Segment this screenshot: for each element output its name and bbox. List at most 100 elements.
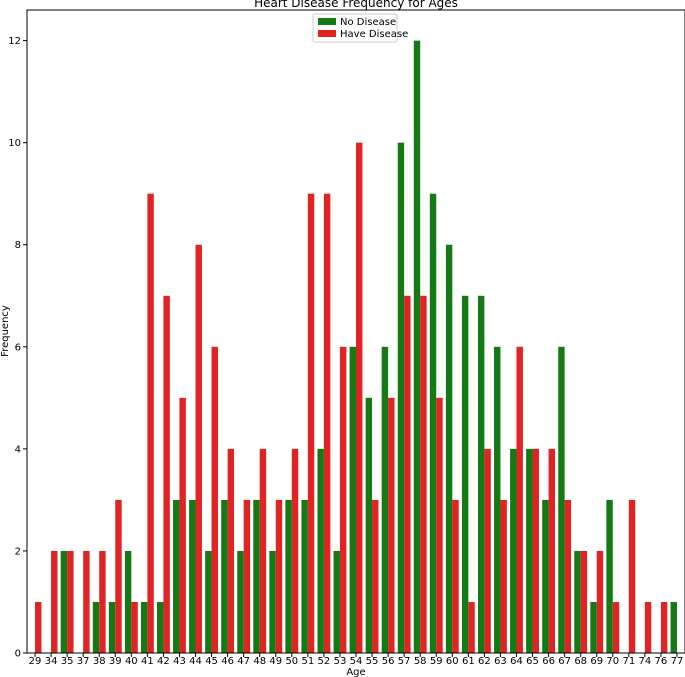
y-axis: 0 2 4 6 8 10 12 xyxy=(8,36,27,660)
x-tick-label: 41 xyxy=(141,656,154,667)
bar-have-disease-age-52 xyxy=(323,193,331,653)
x-tick-label: 70 xyxy=(606,656,619,667)
bar-no-disease-age-56 xyxy=(381,346,389,653)
x-tick-label: 35 xyxy=(61,656,74,667)
bar-have-disease-age-51 xyxy=(307,193,315,653)
x-tick-label: 38 xyxy=(93,656,106,667)
x-tick-label: 51 xyxy=(301,656,314,667)
x-tick-label: 52 xyxy=(318,656,331,667)
bar-have-disease-age-49 xyxy=(275,499,283,653)
bar-have-disease-age-46 xyxy=(227,448,235,653)
bar-have-disease-age-56 xyxy=(388,397,395,653)
bar-no-disease-age-50 xyxy=(285,499,292,653)
bar-no-disease-age-64 xyxy=(510,448,517,653)
bar-no-disease-age-77 xyxy=(670,601,677,653)
x-tick-label: 29 xyxy=(29,656,42,667)
x-tick-label: 42 xyxy=(157,656,170,667)
x-tick-label: 60 xyxy=(446,656,459,667)
y-tick-label: 6 xyxy=(15,342,21,353)
y-tick-label: 10 xyxy=(8,138,21,149)
bar-have-disease-age-48 xyxy=(259,448,267,653)
x-tick-label: 69 xyxy=(590,656,603,667)
bar-no-disease-age-68 xyxy=(574,550,581,653)
x-axis-title: Age xyxy=(346,667,365,677)
bar-have-disease-age-41 xyxy=(147,193,154,653)
x-tick-label: 43 xyxy=(173,656,186,667)
x-tick-label: 67 xyxy=(558,656,571,667)
bar-no-disease-age-62 xyxy=(477,295,485,653)
x-tick-label: 71 xyxy=(622,656,635,667)
bar-no-disease-age-45 xyxy=(205,550,212,653)
x-tick-label: 53 xyxy=(334,656,347,667)
bar-no-disease-age-66 xyxy=(542,499,549,653)
x-tick-label: 62 xyxy=(478,656,491,667)
bar-have-disease-age-42 xyxy=(163,295,170,653)
bar-have-disease-age-38 xyxy=(99,550,106,653)
x-tick-label: 34 xyxy=(45,656,58,667)
bar-no-disease-age-59 xyxy=(429,193,437,653)
bar-have-disease-age-45 xyxy=(211,346,218,653)
bar-have-disease-age-70 xyxy=(612,601,620,653)
bar-no-disease-age-44 xyxy=(189,499,196,653)
x-tick-label: 77 xyxy=(671,656,684,667)
x-tick-label: 64 xyxy=(510,656,523,667)
bar-no-disease-age-63 xyxy=(494,346,501,653)
bar-have-disease-age-50 xyxy=(291,448,299,653)
bar-no-disease-age-55 xyxy=(365,397,373,653)
bar-have-disease-age-44 xyxy=(195,244,202,653)
bar-have-disease-age-35 xyxy=(67,550,74,653)
bar-no-disease-age-61 xyxy=(461,295,469,653)
bar-have-disease-age-47 xyxy=(243,499,251,653)
chart-title: Heart Disease Frequency for Ages xyxy=(254,0,458,10)
x-tick-label: 63 xyxy=(494,656,507,667)
y-axis-title: Frequency xyxy=(0,305,11,357)
x-tick-label: 37 xyxy=(77,656,90,667)
bar-no-disease-age-54 xyxy=(349,346,356,653)
bar-no-disease-age-35 xyxy=(60,550,68,653)
bar-no-disease-age-67 xyxy=(558,346,565,653)
bar-no-disease-age-43 xyxy=(173,499,180,653)
bar-no-disease-age-39 xyxy=(108,601,116,653)
bar-have-disease-age-74 xyxy=(644,601,652,653)
bar-have-disease-age-65 xyxy=(532,448,539,653)
bar-have-disease-age-40 xyxy=(131,601,138,653)
bar-have-disease-age-57 xyxy=(404,295,411,653)
x-tick-label: 66 xyxy=(542,656,555,667)
bar-have-disease-age-39 xyxy=(115,499,122,653)
x-tick-label: 46 xyxy=(221,656,234,667)
bar-have-disease-age-69 xyxy=(596,550,604,653)
bar-have-disease-age-76 xyxy=(660,601,668,653)
bar-have-disease-age-29 xyxy=(35,601,42,653)
bar-have-disease-age-67 xyxy=(564,499,572,653)
bar-have-disease-age-60 xyxy=(452,499,459,653)
bar-have-disease-age-68 xyxy=(580,550,588,653)
x-tick-label: 59 xyxy=(430,656,443,667)
x-tick-label: 68 xyxy=(574,656,587,667)
bar-have-disease-age-58 xyxy=(420,295,427,653)
bar-no-disease-age-47 xyxy=(237,550,244,653)
bar-no-disease-age-46 xyxy=(221,499,228,653)
bar-have-disease-age-62 xyxy=(484,448,491,653)
y-tick-label: 8 xyxy=(15,240,21,251)
x-tick-label: 74 xyxy=(639,656,652,667)
bar-have-disease-age-37 xyxy=(83,550,90,653)
x-axis: 29 34 35 37 38 39 40 41 42 43 44 45 46 47 48 49 50 51 52 53… xyxy=(29,653,684,667)
x-tick-label: 54 xyxy=(350,656,363,667)
bar-no-disease-age-58 xyxy=(413,40,421,654)
legend-label-have-disease: Have Disease xyxy=(340,29,408,40)
x-tick-label: 55 xyxy=(366,656,379,667)
y-tick-label: 2 xyxy=(15,546,21,557)
bar-have-disease-age-43 xyxy=(179,397,186,653)
bar-no-disease-age-53 xyxy=(333,550,340,653)
x-tick-label: 58 xyxy=(414,656,427,667)
legend: No Disease Have Disease xyxy=(312,13,408,43)
x-tick-label: 49 xyxy=(269,656,282,667)
bar-no-disease-age-51 xyxy=(301,499,308,653)
x-tick-label: 57 xyxy=(398,656,411,667)
y-tick-label: 0 xyxy=(15,649,21,660)
x-tick-label: 45 xyxy=(205,656,218,667)
x-tick-label: 56 xyxy=(382,656,395,667)
bar-no-disease-age-65 xyxy=(526,448,533,653)
bar-no-disease-age-49 xyxy=(269,550,276,653)
bar-no-disease-age-41 xyxy=(140,601,148,653)
